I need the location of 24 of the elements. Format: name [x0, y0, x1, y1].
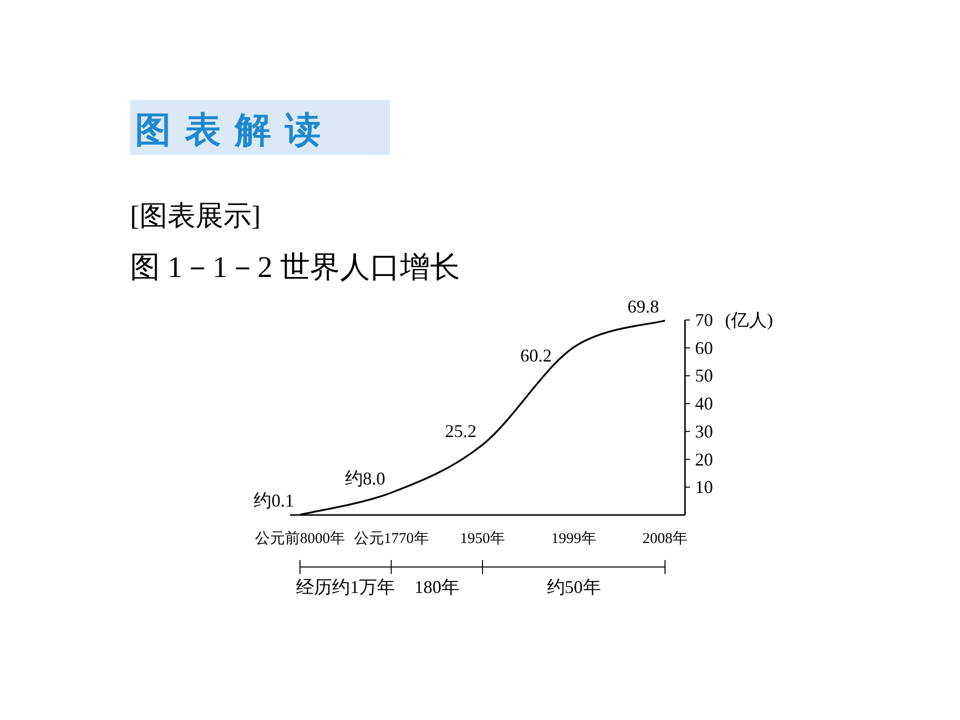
data-label: 69.8	[628, 296, 659, 317]
chart-title: 图 1－1－2 世界人口增长	[130, 251, 460, 284]
x-tick-label: 1950年	[460, 530, 505, 547]
y-tick-label: 50	[695, 366, 713, 386]
y-tick-label: 40	[695, 394, 713, 414]
chart-subtitle: [图表展示]	[130, 201, 261, 232]
y-tick-label: 60	[695, 338, 713, 358]
data-label: 约8.0	[344, 468, 386, 489]
data-label: 约0.1	[254, 490, 294, 511]
data-label: 25.2	[445, 420, 476, 441]
text: 180年	[414, 577, 460, 597]
x-tick-label: 2008年	[642, 530, 688, 547]
y-tick-label: 30	[695, 421, 713, 442]
y-tick-label: 10	[695, 477, 713, 498]
x-tick-label: 公元前8000年	[255, 530, 345, 547]
x-tick-label: 1999年	[551, 530, 596, 547]
text: 经历约1万年	[296, 577, 396, 597]
y-tick-label: 20	[695, 449, 713, 470]
y-tick-label: 70	[695, 310, 713, 330]
y-axis-title: (亿人)	[725, 310, 773, 330]
heading: 图表解读	[130, 100, 390, 155]
text: 约50年	[546, 577, 601, 597]
x-tick-label: 公元1770年	[354, 530, 429, 547]
data-label: 60.2	[520, 345, 552, 366]
